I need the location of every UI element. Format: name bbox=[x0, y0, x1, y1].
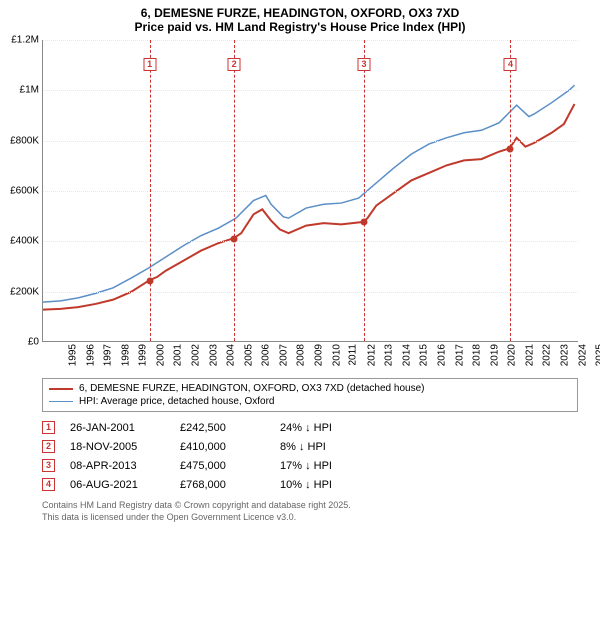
legend-item: HPI: Average price, detached house, Oxfo… bbox=[49, 395, 571, 408]
annotation-marker: 3 bbox=[358, 58, 371, 71]
event-price: £768,000 bbox=[180, 479, 280, 491]
y-tick-label: £1M bbox=[1, 85, 39, 96]
event-index: 3 bbox=[42, 459, 55, 472]
event-date: 18-NOV-2005 bbox=[70, 441, 180, 453]
event-row: 1 26-JAN-2001£242,50024% ↓ HPI bbox=[42, 418, 578, 437]
annotation-point bbox=[361, 219, 368, 226]
annotation-vline bbox=[364, 40, 365, 341]
annotation-vline bbox=[234, 40, 235, 341]
event-index: 2 bbox=[42, 440, 55, 453]
event-price: £242,500 bbox=[180, 422, 280, 434]
annotation-point bbox=[507, 145, 514, 152]
annotation-point bbox=[231, 235, 238, 242]
attribution-line-2: This data is licensed under the Open Gov… bbox=[42, 512, 578, 524]
annotation-point bbox=[146, 277, 153, 284]
x-axis: 1995199619971998199920002001200220032004… bbox=[42, 342, 578, 370]
chart-title: 6, DEMESNE FURZE, HEADINGTON, OXFORD, OX… bbox=[0, 0, 600, 36]
annotation-marker: 2 bbox=[228, 58, 241, 71]
gridline bbox=[43, 191, 578, 192]
event-index: 1 bbox=[42, 421, 55, 434]
gridline bbox=[43, 90, 578, 91]
gridline bbox=[43, 141, 578, 142]
legend-swatch bbox=[49, 401, 73, 402]
annotation-vline bbox=[150, 40, 151, 341]
event-delta: 17% ↓ HPI bbox=[280, 460, 380, 472]
attribution-line-1: Contains HM Land Registry data © Crown c… bbox=[42, 500, 578, 512]
legend-swatch bbox=[49, 388, 73, 390]
event-date: 06-AUG-2021 bbox=[70, 479, 180, 491]
event-row: 2 18-NOV-2005£410,0008% ↓ HPI bbox=[42, 437, 578, 456]
y-tick-label: £0 bbox=[1, 337, 39, 348]
series-hpi bbox=[43, 85, 575, 302]
title-line-1: 6, DEMESNE FURZE, HEADINGTON, OXFORD, OX… bbox=[10, 6, 590, 20]
event-date: 08-APR-2013 bbox=[70, 460, 180, 472]
event-price: £475,000 bbox=[180, 460, 280, 472]
title-line-2: Price paid vs. HM Land Registry's House … bbox=[10, 20, 590, 34]
attribution: Contains HM Land Registry data © Crown c… bbox=[42, 500, 578, 523]
event-index: 4 bbox=[42, 478, 55, 491]
event-row: 3 08-APR-2013£475,00017% ↓ HPI bbox=[42, 456, 578, 475]
event-row: 4 06-AUG-2021£768,00010% ↓ HPI bbox=[42, 475, 578, 494]
annotation-marker: 1 bbox=[143, 58, 156, 71]
y-tick-label: £1.2M bbox=[1, 35, 39, 46]
legend-label: 6, DEMESNE FURZE, HEADINGTON, OXFORD, OX… bbox=[79, 383, 424, 394]
gridline bbox=[43, 241, 578, 242]
y-tick-label: £200K bbox=[1, 286, 39, 297]
event-date: 26-JAN-2001 bbox=[70, 422, 180, 434]
x-tick-label: 2025 bbox=[594, 344, 600, 366]
chart-area: £0£200K£400K£600K£800K£1M£1.2M1234 19951… bbox=[42, 40, 578, 370]
legend-item: 6, DEMESNE FURZE, HEADINGTON, OXFORD, OX… bbox=[49, 382, 571, 395]
y-tick-label: £400K bbox=[1, 236, 39, 247]
gridline bbox=[43, 40, 578, 41]
annotation-marker: 4 bbox=[504, 58, 517, 71]
legend: 6, DEMESNE FURZE, HEADINGTON, OXFORD, OX… bbox=[42, 378, 578, 412]
y-tick-label: £600K bbox=[1, 186, 39, 197]
event-delta: 10% ↓ HPI bbox=[280, 479, 380, 491]
event-delta: 8% ↓ HPI bbox=[280, 441, 380, 453]
gridline bbox=[43, 292, 578, 293]
events-table: 1 26-JAN-2001£242,50024% ↓ HPI 2 18-NOV-200… bbox=[42, 418, 578, 494]
annotation-vline bbox=[510, 40, 511, 341]
event-delta: 24% ↓ HPI bbox=[280, 422, 380, 434]
y-tick-label: £800K bbox=[1, 135, 39, 146]
event-price: £410,000 bbox=[180, 441, 280, 453]
legend-label: HPI: Average price, detached house, Oxfo… bbox=[79, 396, 275, 407]
plot-area: £0£200K£400K£600K£800K£1M£1.2M1234 bbox=[42, 40, 578, 342]
